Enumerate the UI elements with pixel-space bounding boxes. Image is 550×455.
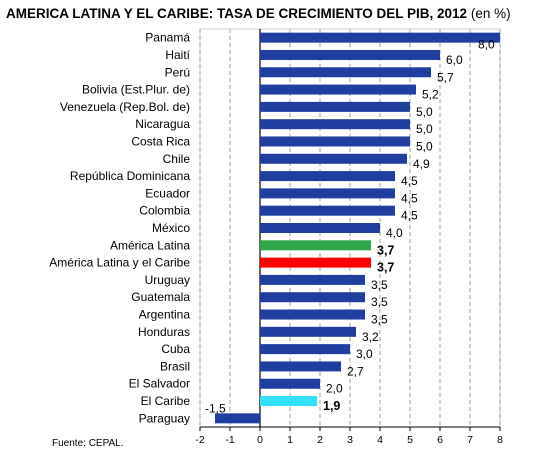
bar	[260, 240, 371, 251]
category-label: Cuba	[161, 342, 190, 356]
value-label: 6,0	[446, 53, 463, 67]
x-tick-label: 6	[437, 434, 443, 446]
x-tick-label: 3	[347, 434, 353, 446]
value-label: 3,7	[377, 243, 394, 257]
value-label: 4,5	[401, 174, 418, 188]
bar	[260, 171, 395, 182]
category-label: México	[152, 221, 190, 235]
category-label: El Caribe	[141, 394, 191, 408]
value-label: 3,5	[371, 313, 388, 327]
x-tick-label: -2	[195, 434, 204, 446]
category-label: Honduras	[138, 325, 190, 339]
category-label: Brasil	[160, 359, 190, 373]
value-label: 4,5	[401, 209, 418, 223]
bar	[260, 396, 317, 407]
bar	[260, 326, 356, 337]
value-label: 3,0	[356, 347, 373, 361]
bar	[260, 119, 410, 130]
category-label: Chile	[163, 152, 191, 166]
bar	[260, 344, 350, 355]
value-label: 5,7	[437, 70, 454, 84]
category-label: Haití	[165, 48, 190, 62]
category-label: Paraguay	[139, 411, 190, 425]
category-label: Venezuela (Rep.Bol. de)	[60, 100, 190, 114]
value-label: -1,5	[205, 401, 226, 415]
category-label: Ecuador	[145, 186, 190, 200]
value-label: 5,0	[416, 105, 433, 119]
category-label: El Salvador	[129, 377, 190, 391]
category-label: América Latina	[110, 238, 190, 252]
bar	[260, 378, 320, 389]
chart-title-text: AMERICA LATINA Y EL CARIBE: TASA DE CREC…	[6, 6, 468, 21]
value-label: 8,0	[478, 38, 495, 52]
bar	[260, 274, 365, 285]
value-label: 5,0	[416, 122, 433, 136]
x-tick-label: -1	[225, 434, 234, 446]
value-label: 3,2	[362, 330, 379, 344]
category-label: Costa Rica	[131, 134, 190, 148]
bar	[260, 205, 395, 216]
category-label: Nicaragua	[135, 117, 190, 131]
bar	[260, 136, 410, 147]
category-label: Uruguay	[145, 273, 190, 287]
value-label: 5,0	[416, 139, 433, 153]
x-tick-label: 8	[497, 434, 503, 446]
bar	[260, 223, 380, 233]
bar	[260, 84, 416, 95]
value-label: 4,5	[401, 191, 418, 205]
bar	[260, 101, 410, 112]
x-tick-label: 7	[467, 434, 473, 446]
value-label: 1,9	[323, 399, 340, 413]
category-label: Colombia	[139, 204, 190, 218]
bar	[260, 292, 365, 303]
category-label: República Dominicana	[70, 169, 190, 183]
bar	[215, 413, 260, 424]
x-tick-label: 0	[257, 434, 263, 446]
value-label: 3,7	[377, 261, 394, 275]
category-label: Guatemala	[131, 290, 190, 304]
category-label: Panamá	[145, 31, 190, 45]
bar	[260, 153, 407, 164]
value-label: 2,7	[347, 364, 364, 378]
x-tick-label: 5	[407, 434, 413, 446]
category-label: Bolivia (Est.Plur. de)	[82, 83, 190, 97]
bar	[260, 309, 365, 320]
bar	[260, 361, 341, 372]
value-label: 2,0	[326, 382, 343, 396]
x-tick-label: 2	[317, 434, 323, 446]
bar	[260, 67, 431, 78]
value-label: 3,5	[371, 295, 388, 309]
bar	[260, 188, 395, 199]
source-note: Fuente: CEPAL.	[52, 438, 124, 449]
x-tick-label: 1	[287, 434, 293, 446]
value-label: 5,2	[422, 88, 439, 102]
bar	[260, 32, 500, 43]
category-label: Perú	[165, 65, 190, 79]
category-label: Argentina	[139, 308, 191, 322]
value-label: 3,5	[371, 278, 388, 292]
x-tick-label: 4	[377, 434, 383, 446]
value-label: 4,0	[386, 226, 403, 240]
category-label: América Latina y el Caribe	[49, 256, 190, 270]
chart-title: AMERICA LATINA Y EL CARIBE: TASA DE CREC…	[6, 6, 511, 21]
bar	[260, 49, 440, 60]
chart-title-unit: (en %)	[470, 6, 511, 21]
bar	[260, 257, 371, 268]
value-label: 4,9	[413, 157, 430, 171]
